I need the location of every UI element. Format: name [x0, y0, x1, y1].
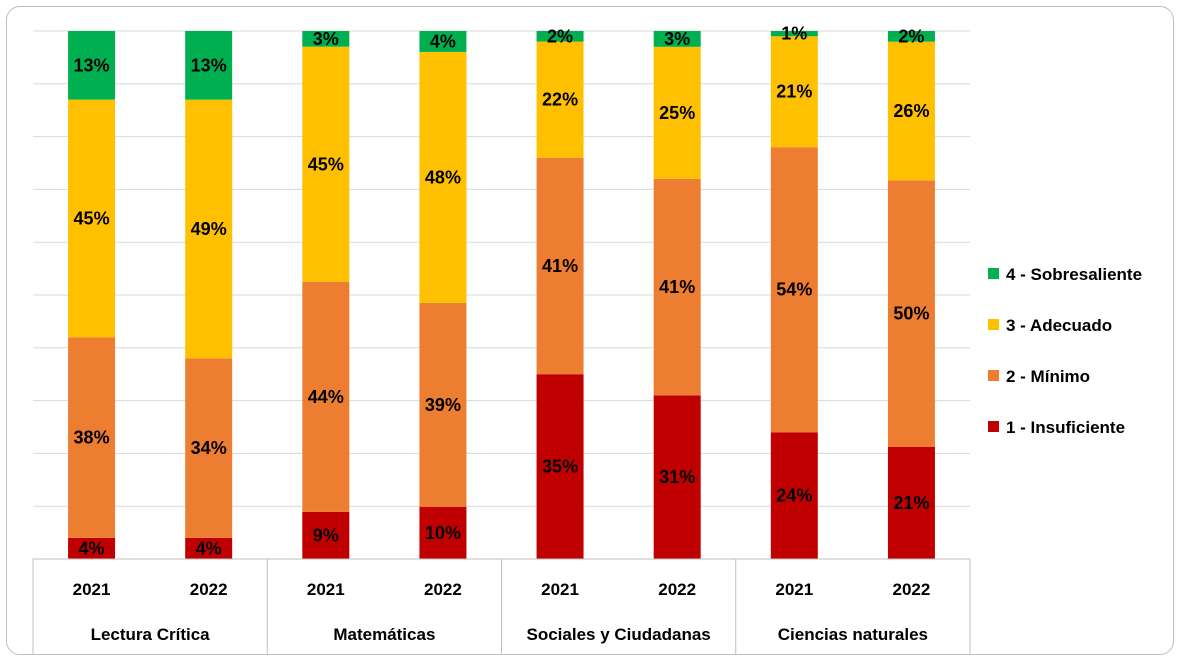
data-label: 38% [74, 428, 110, 448]
data-labels: 4% 38% 45% 13% 4% 34% 49% 13% 9% 44% 45% 3% 10% 39% 48… [74, 24, 930, 559]
data-label: 48% [425, 167, 461, 187]
legend-swatch [988, 370, 999, 381]
bar-segment [419, 31, 467, 52]
bar-segment [536, 41, 584, 158]
data-label: 26% [893, 101, 929, 121]
tick-label-year: 2022 [190, 580, 228, 599]
data-label: 21% [893, 493, 929, 513]
data-label: 4% [79, 538, 105, 558]
bar-segment [887, 41, 935, 181]
tick-label-year: 2022 [893, 580, 931, 599]
data-label: 35% [542, 457, 578, 477]
tick-label-year: 2021 [73, 580, 111, 599]
bar-segment [68, 537, 116, 559]
bar-segment [653, 46, 701, 179]
bar-segment [419, 506, 467, 559]
data-label: 9% [313, 525, 339, 545]
tick-label-year: 2021 [307, 580, 345, 599]
legend: 4 - Sobresaliente 3 - Adecuado 2 - Mínimo 1… [988, 265, 1142, 437]
tick-label-group: Lectura Crítica [91, 625, 211, 644]
data-label: 44% [308, 387, 344, 407]
tick-label-year: 2021 [775, 580, 813, 599]
bars [68, 31, 935, 559]
bar-segment [185, 31, 233, 100]
legend-swatch [988, 421, 999, 432]
bar-segment [770, 36, 818, 148]
gridlines [33, 30, 970, 560]
tick-label-year: 2022 [424, 580, 462, 599]
data-label: 24% [776, 486, 812, 506]
data-label: 54% [776, 280, 812, 300]
bar-segment [536, 374, 584, 559]
data-label: 13% [191, 55, 227, 75]
tick-label-group: Sociales y Ciudadanas [527, 625, 711, 644]
bar-segment [770, 432, 818, 559]
legend-label: 4 - Sobresaliente [1006, 265, 1142, 284]
data-label: 45% [308, 154, 344, 174]
data-label: 25% [659, 103, 695, 123]
data-label: 4% [430, 31, 456, 51]
bar-segment [653, 178, 701, 396]
data-label: 31% [659, 467, 695, 487]
data-label: 3% [664, 29, 690, 49]
tick-label-year: 2021 [541, 580, 579, 599]
legend-label: 2 - Mínimo [1006, 367, 1090, 386]
bar-segment [653, 395, 701, 559]
bar-segment [536, 31, 584, 42]
legend-label: 3 - Adecuado [1006, 316, 1112, 335]
data-label: 2% [898, 26, 924, 46]
data-label: 1% [781, 24, 807, 44]
bar-segment [536, 157, 584, 375]
data-label: 3% [313, 29, 339, 49]
bar-segment [302, 511, 350, 559]
legend-swatch [988, 319, 999, 330]
bar-segment [185, 537, 233, 559]
tick-label-group: Ciencias naturales [778, 625, 928, 644]
bar-segment [185, 358, 233, 538]
data-label: 34% [191, 438, 227, 458]
bar-segment [653, 31, 701, 47]
bar-segment [770, 147, 818, 433]
bar-segment [185, 99, 233, 359]
data-label: 2% [547, 26, 573, 46]
bar-segment [419, 51, 467, 303]
category-axis: 2021 2022 Lectura Crítica 2021 2022 Matemátic… [32, 558, 971, 654]
tick-label-group: Matemáticas [333, 625, 435, 644]
bar-segment [68, 99, 116, 338]
data-label: 45% [74, 208, 110, 228]
bar-segment [302, 31, 350, 47]
bar-segment [68, 31, 116, 100]
bar-segment [302, 281, 350, 512]
bar-segment [419, 302, 467, 507]
data-label: 49% [191, 219, 227, 239]
data-label: 41% [542, 256, 578, 276]
data-label: 39% [425, 395, 461, 415]
data-label: 4% [196, 538, 222, 558]
data-label: 21% [776, 82, 812, 102]
bar-segment [302, 46, 350, 282]
data-label: 22% [542, 90, 578, 110]
bar-segment [770, 31, 818, 37]
data-label: 50% [893, 304, 929, 324]
legend-label: 1 - Insuficiente [1006, 418, 1125, 437]
bar-segment [887, 180, 935, 448]
legend-swatch [988, 268, 999, 279]
data-label: 41% [659, 277, 695, 297]
data-label: 13% [74, 55, 110, 75]
bar-segment [887, 447, 935, 559]
tick-label-year: 2022 [658, 580, 696, 599]
bar-segment [68, 337, 116, 538]
bar-segment [887, 31, 935, 42]
data-label: 10% [425, 523, 461, 543]
